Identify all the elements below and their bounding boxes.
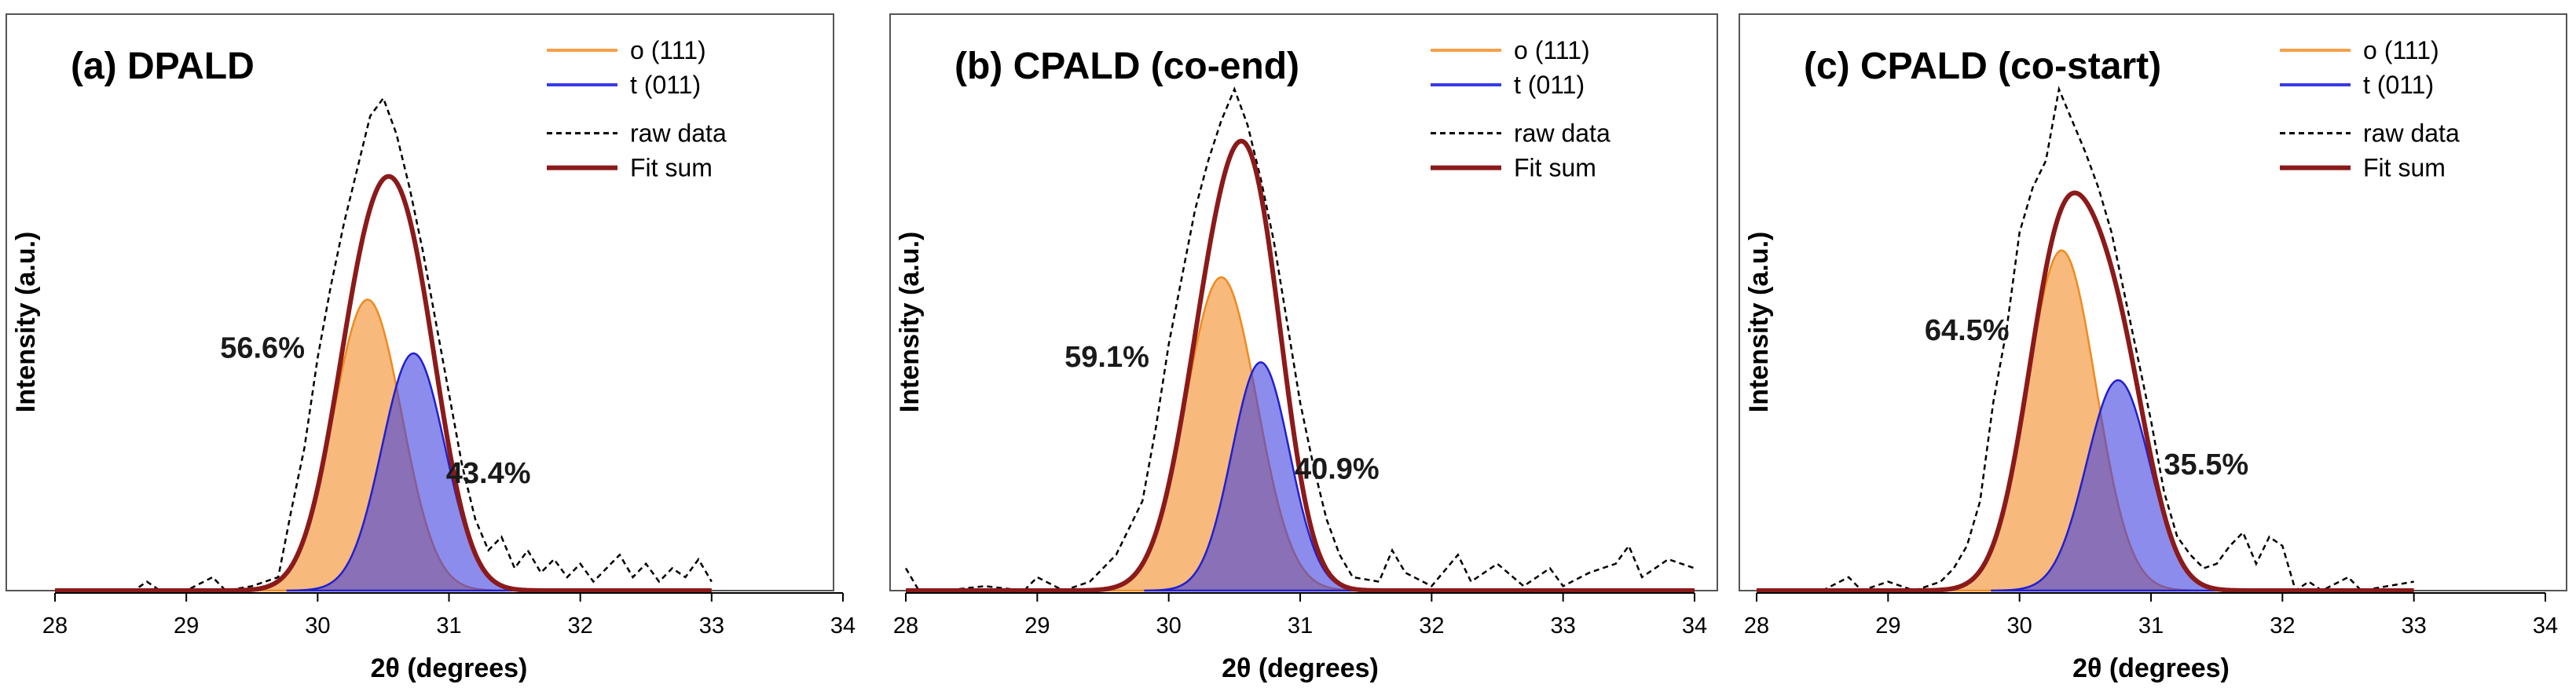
x-tick-label: 31 [2138,613,2164,639]
fit-sum-line [1755,190,2415,593]
chart-panel-1: 28 29 30 31 32 33 34 2θ (degrees) Intensity (a.u… [5,13,856,683]
legend-label: raw data [1514,119,1610,148]
legend-label: o (111) [630,36,706,64]
y-axis-label: Intensity (a.u.) [895,232,925,412]
raw-data-line [1822,86,2414,593]
x-tick-label: 30 [1156,613,1182,639]
chart-panel-2: 28 29 30 31 32 33 34 2θ (degrees) Intensity (a.u… [889,13,1718,683]
x-tick-label: 28 [42,613,68,639]
x-tick-label: 28 [893,613,918,639]
y-axis-label: Intensity (a.u.) [1744,232,1774,412]
percentage-label: 59.1% [1064,341,1149,374]
percentage-label: 43.4% [446,457,531,490]
x-tick-label: 31 [1288,613,1313,639]
legend-label: t (011) [2363,71,2434,99]
x-tick-label: 29 [1024,613,1050,639]
raw-data-line [904,86,1695,592]
percentage-label: 40.9% [1295,453,1380,486]
legend-label: raw data [2363,119,2460,148]
panel-title: (a) DPALD [71,46,255,87]
legend-label: t (011) [630,71,701,99]
x-axis-label: 2θ (degrees) [1222,653,1379,683]
percentage-label: 35.5% [2164,448,2248,481]
x-tick-label: 33 [699,613,724,639]
x-tick-label: 34 [2533,613,2558,639]
y-axis-label: Intensity (a.u.) [11,232,41,412]
x-tick-label: 30 [2007,613,2032,639]
legend-label: o (111) [1514,36,1590,64]
raw-data-line [55,96,713,592]
x-tick-label: 29 [1875,613,1900,639]
x-tick-label: 32 [568,613,593,639]
chart-panel-3: 28 29 30 31 32 33 34 2θ (degrees) Intensity (a.u… [1739,13,2567,683]
x-tick-label: 28 [1744,613,1769,639]
x-tick-label: 34 [830,613,856,639]
fit-sum-line [904,138,1696,593]
legend-label: o (111) [2363,36,2439,64]
x-tick-label: 29 [174,613,199,639]
x-tick-label: 33 [2402,613,2427,639]
legend-label: Fit sum [1514,154,1596,182]
x-axis-label: 2θ (degrees) [2072,653,2230,683]
percentage-label: 64.5% [1925,314,2010,347]
percentage-label: 56.6% [220,332,305,365]
x-tick-label: 31 [436,613,461,639]
panel-title: (b) CPALD (co-end) [955,46,1299,87]
x-tick-label: 32 [2270,613,2295,639]
fit-sum-line [53,174,713,593]
x-tick-label: 32 [1419,613,1444,639]
x-axis-label: 2θ (degrees) [371,653,528,683]
legend-label: raw data [630,119,727,148]
panel-title: (c) CPALD (co-start) [1804,46,2161,87]
x-tick-label: 34 [1682,613,1707,639]
legend-label: Fit sum [630,154,713,182]
legend-label: Fit sum [2363,154,2446,182]
x-tick-label: 30 [305,613,330,639]
x-tick-label: 33 [1551,613,1576,639]
legend-label: t (011) [1514,71,1585,99]
